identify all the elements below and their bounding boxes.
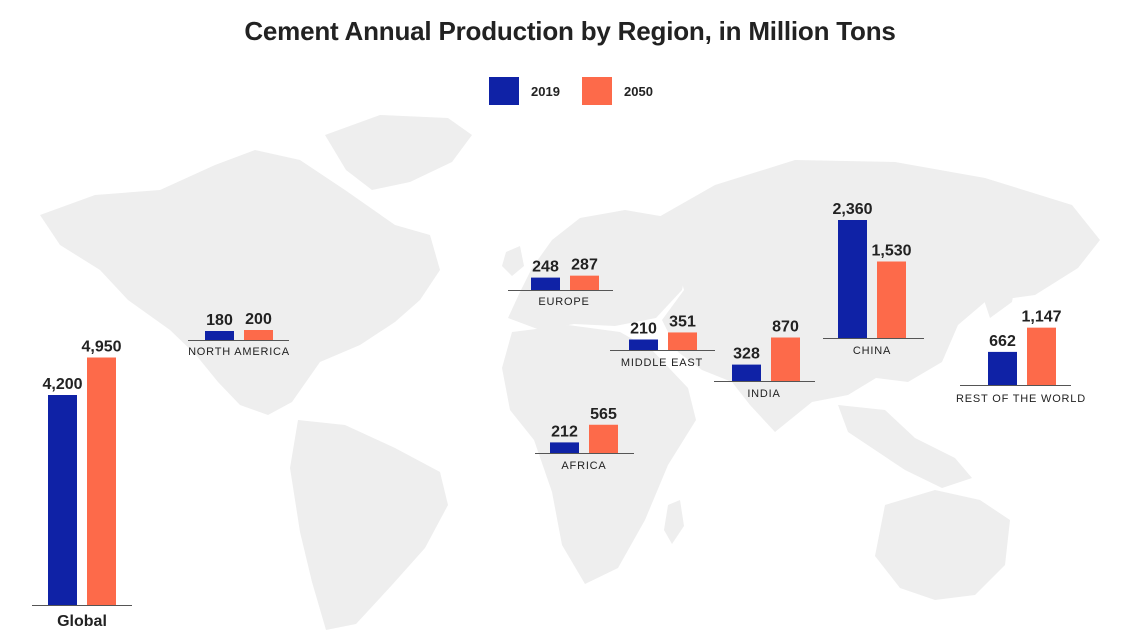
category-label-europe: EUROPE [538,296,589,308]
map-australia [875,490,1010,600]
bar-2019-global [48,395,77,605]
map-japan [984,262,1018,318]
bar-group-rest-of-the-world: 662 1,147 REST OF THE WORLD [956,309,1086,405]
bar-2050-india [771,337,800,381]
bar-group-china: 2,360 1,530 CHINA [823,201,924,357]
map-southeast-asia [838,405,972,488]
bar-2050-china [877,261,906,338]
bar-2019-africa [550,442,579,453]
map-greenland [325,115,472,190]
bar-2050-europe [570,275,599,290]
map-north-america [40,150,440,415]
map-asia [650,160,1100,432]
bar-2019-rest-of-the-world [988,351,1017,385]
value-label-2050-india: 870 [772,319,799,336]
value-label-2050-middle-east: 351 [669,313,696,330]
value-label-2050-china: 1,530 [871,243,911,260]
legend-swatch-2050 [582,77,612,105]
map-madagascar [664,500,684,544]
category-label-africa: AFRICA [561,460,606,472]
bar-2019-europe [531,277,560,290]
bar-group-india: 328 870 INDIA [714,319,815,400]
category-label-global: Global [57,613,107,630]
value-label-2050-europe: 287 [571,257,598,274]
chart-title: Cement Annual Production by Region, in M… [244,16,896,46]
legend-label-2019: 2019 [531,83,560,99]
bar-2050-global [87,357,116,605]
bar-2019-middle-east [629,339,658,350]
category-label-india: INDIA [747,388,780,400]
value-label-2019-middle-east: 210 [630,321,657,338]
map-europe [508,210,690,330]
legend: 2019 2050 [0,76,1140,106]
map-south-america [290,420,448,630]
value-label-2019-north-america: 180 [206,312,233,329]
map-uk [502,246,524,276]
legend-item-2019: 2019 [489,76,560,106]
bar-group-north-america: 180 200 NORTH AMERICA [188,311,290,358]
value-label-2019-india: 328 [733,346,760,363]
category-label-middle-east: MIDDLE EAST [621,357,703,369]
bar-2050-middle-east [668,332,697,350]
value-label-2019-europe: 248 [532,259,559,276]
bar-2019-china [838,220,867,338]
value-label-2019-rest-of-the-world: 662 [989,333,1016,350]
legend-item-2050: 2050 [582,76,653,106]
bar-2050-africa [589,424,618,453]
bar-2019-india [732,364,761,381]
category-label-rest-of-the-world: REST OF THE WORLD [956,393,1086,405]
bar-2050-rest-of-the-world [1027,327,1056,385]
value-label-2050-rest-of-the-world: 1,147 [1021,309,1061,326]
bar-group-africa: 212 565 AFRICA [535,406,634,472]
value-label-2019-china: 2,360 [832,201,872,218]
value-label-2019-global: 4,200 [42,376,82,393]
value-label-2019-africa: 212 [551,423,578,440]
category-label-north-america: NORTH AMERICA [188,346,290,358]
value-label-2050-north-america: 200 [245,311,272,328]
legend-label-2050: 2050 [624,83,653,99]
category-label-china: CHINA [853,345,891,357]
bar-2050-north-america [244,330,273,340]
value-label-2050-global: 4,950 [81,339,121,356]
bar-group-europe: 248 287 EUROPE [508,257,613,308]
legend-swatch-2019 [489,77,519,105]
map-africa [502,325,696,584]
bar-group-middle-east: 210 351 MIDDLE EAST [610,313,715,369]
bar-group-global: 4,200 4,950 Global [32,339,132,630]
bar-2019-north-america [205,331,234,340]
value-label-2050-africa: 565 [590,406,617,423]
